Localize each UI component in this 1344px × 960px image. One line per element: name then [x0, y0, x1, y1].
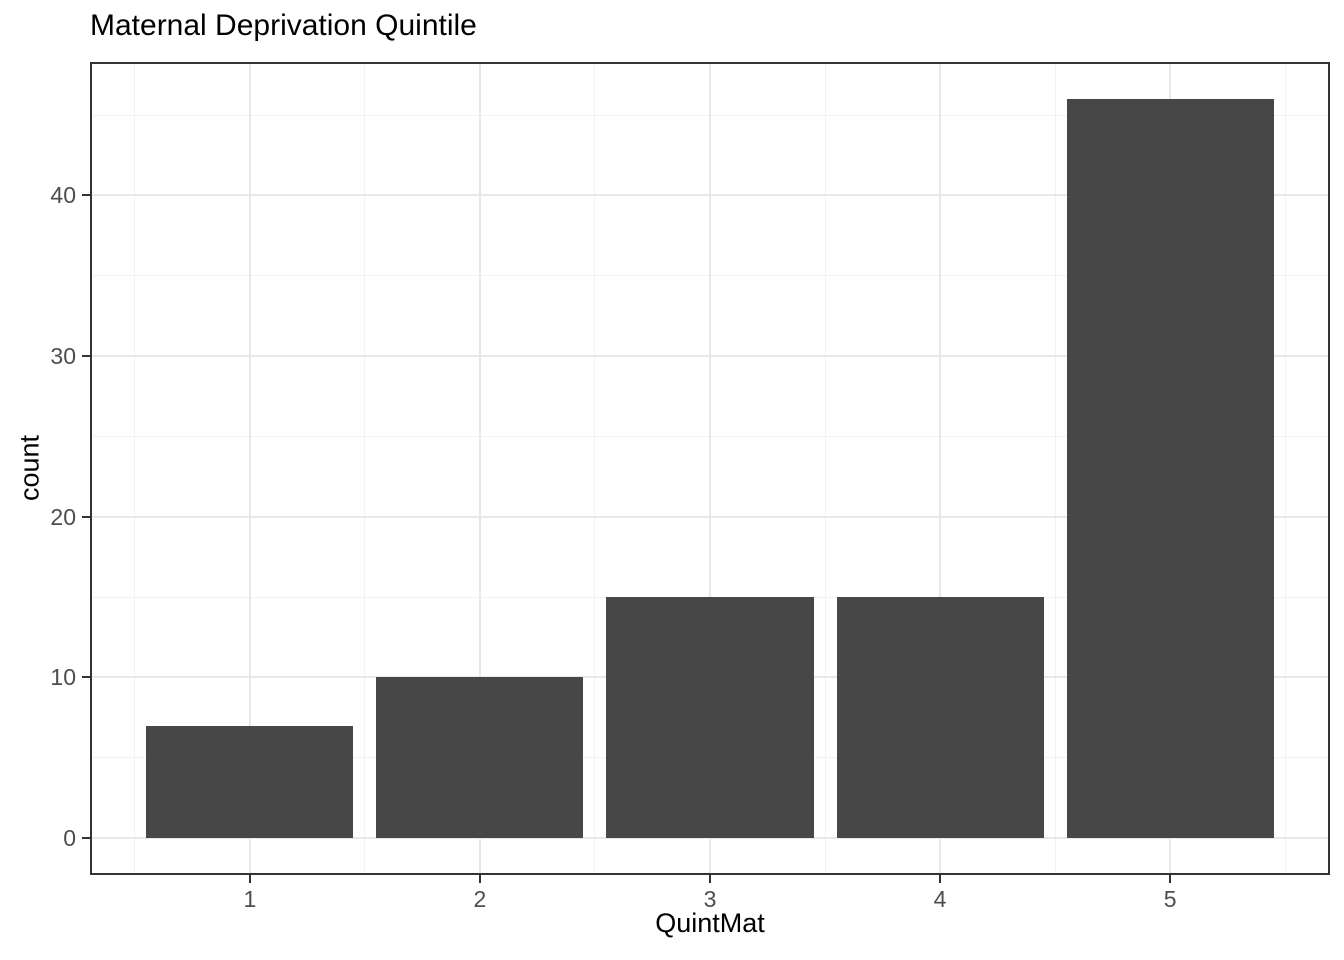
- y-tick-label: 40: [50, 182, 76, 209]
- x-tick-label: 2: [473, 886, 487, 912]
- bar: [836, 597, 1044, 839]
- y-tick-mark: [82, 355, 90, 358]
- x-tick-mark: [939, 875, 942, 883]
- x-tick-mark: [478, 875, 481, 883]
- x-tick-label: 5: [1163, 886, 1177, 912]
- y-tick-label: 0: [63, 825, 76, 852]
- bar: [376, 677, 584, 839]
- bar: [146, 725, 354, 839]
- bar: [606, 597, 814, 839]
- x-tick-mark: [1169, 875, 1172, 883]
- x-axis-title: QuintMat: [655, 908, 765, 938]
- gridline-minor-v: [134, 62, 136, 875]
- x-tick-mark: [248, 875, 251, 883]
- gridline-minor-v: [364, 62, 366, 875]
- gridline-major-v: [709, 62, 711, 875]
- gridline-minor-v: [1284, 62, 1286, 875]
- gridline-major-v: [248, 62, 251, 875]
- gridline-minor-v: [824, 62, 826, 875]
- x-tick-label: 4: [933, 886, 947, 912]
- y-tick-label: 10: [50, 664, 76, 691]
- x-tick-label: 3: [703, 886, 717, 912]
- gridline-minor-v: [594, 62, 596, 875]
- y-tick-mark: [82, 676, 90, 679]
- chart-title: Maternal Deprivation Quintile: [90, 9, 477, 42]
- y-axis-title: count: [14, 434, 45, 502]
- gridline-minor-v: [1054, 62, 1056, 875]
- gridline-major-v: [478, 62, 481, 875]
- y-tick-label: 20: [50, 503, 76, 530]
- gridline-major-v: [939, 62, 942, 875]
- y-tick-mark: [82, 837, 90, 840]
- bar: [1066, 98, 1274, 839]
- y-tick-label: 30: [50, 343, 76, 370]
- y-tick-mark: [82, 515, 90, 518]
- y-tick-mark: [82, 194, 90, 197]
- plot-panel: [90, 62, 1330, 875]
- x-tick-label: 1: [243, 886, 257, 912]
- x-tick-mark: [709, 875, 711, 883]
